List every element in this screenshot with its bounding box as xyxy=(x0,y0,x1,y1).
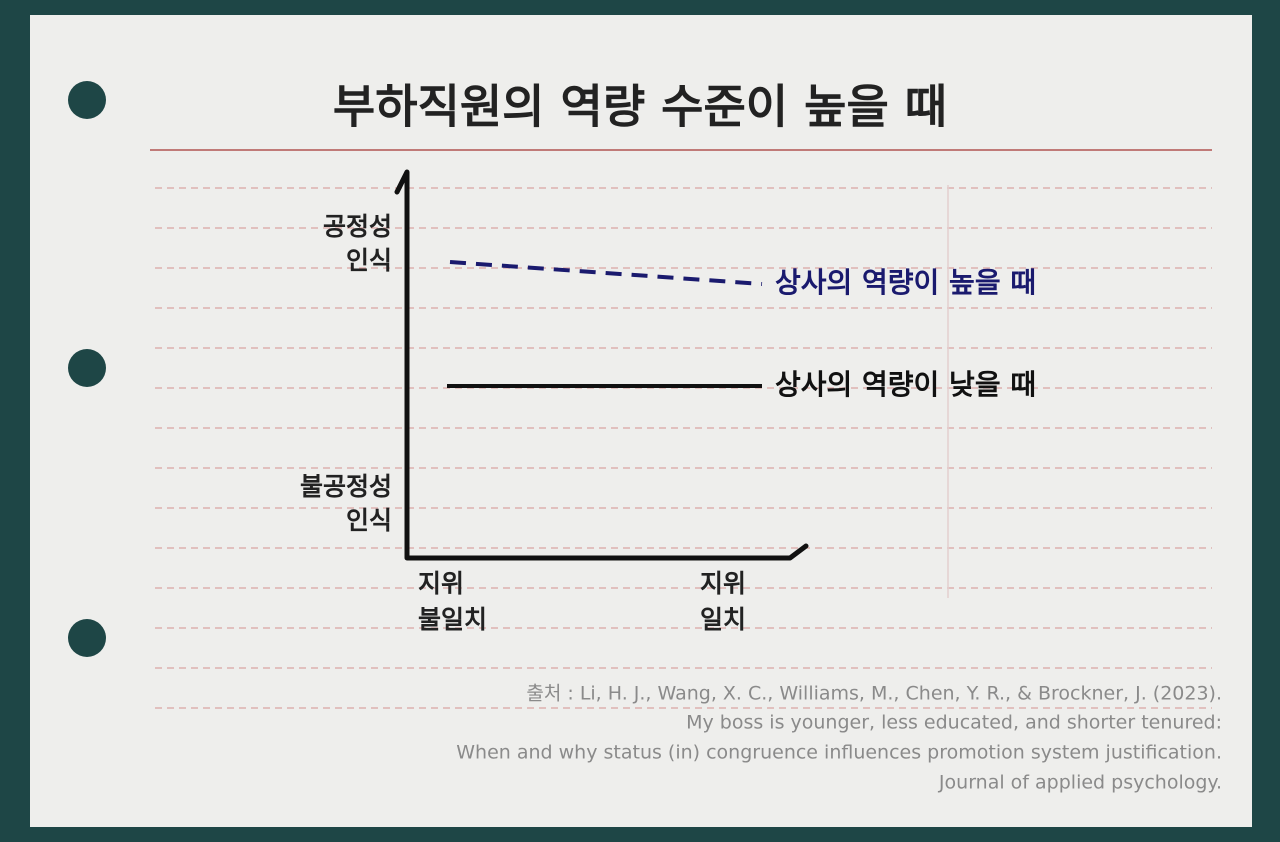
ruled-lines xyxy=(155,187,1212,709)
y-label: 인식 xyxy=(346,246,392,275)
holes xyxy=(68,81,106,657)
high-line xyxy=(449,260,763,286)
paper xyxy=(30,15,1252,827)
source: When and why status (in) congruence infl… xyxy=(456,742,1222,764)
x-label: 지위 xyxy=(418,569,464,598)
source: Journal of applied psychology. xyxy=(938,772,1222,794)
y-label: 공정성 xyxy=(323,212,392,241)
line-label: 상사의 역량이 높을 때 xyxy=(775,266,1036,299)
x-label: 불일치 xyxy=(418,605,487,634)
line-label: 상사의 역량이 낮을 때 xyxy=(775,368,1036,401)
title: 부하직원의 역량 수준이 높을 때 xyxy=(333,80,947,134)
source: My boss is younger, less educated, and s… xyxy=(686,712,1222,734)
x-label: 일치 xyxy=(700,605,746,634)
x-label: 지위 xyxy=(700,569,746,598)
y-label: 인식 xyxy=(346,506,392,535)
axes xyxy=(394,169,809,561)
y-label: 불공정성 xyxy=(300,472,392,501)
source: 출처 : Li, H. J., Wang, X. C., Williams, M… xyxy=(526,683,1222,705)
